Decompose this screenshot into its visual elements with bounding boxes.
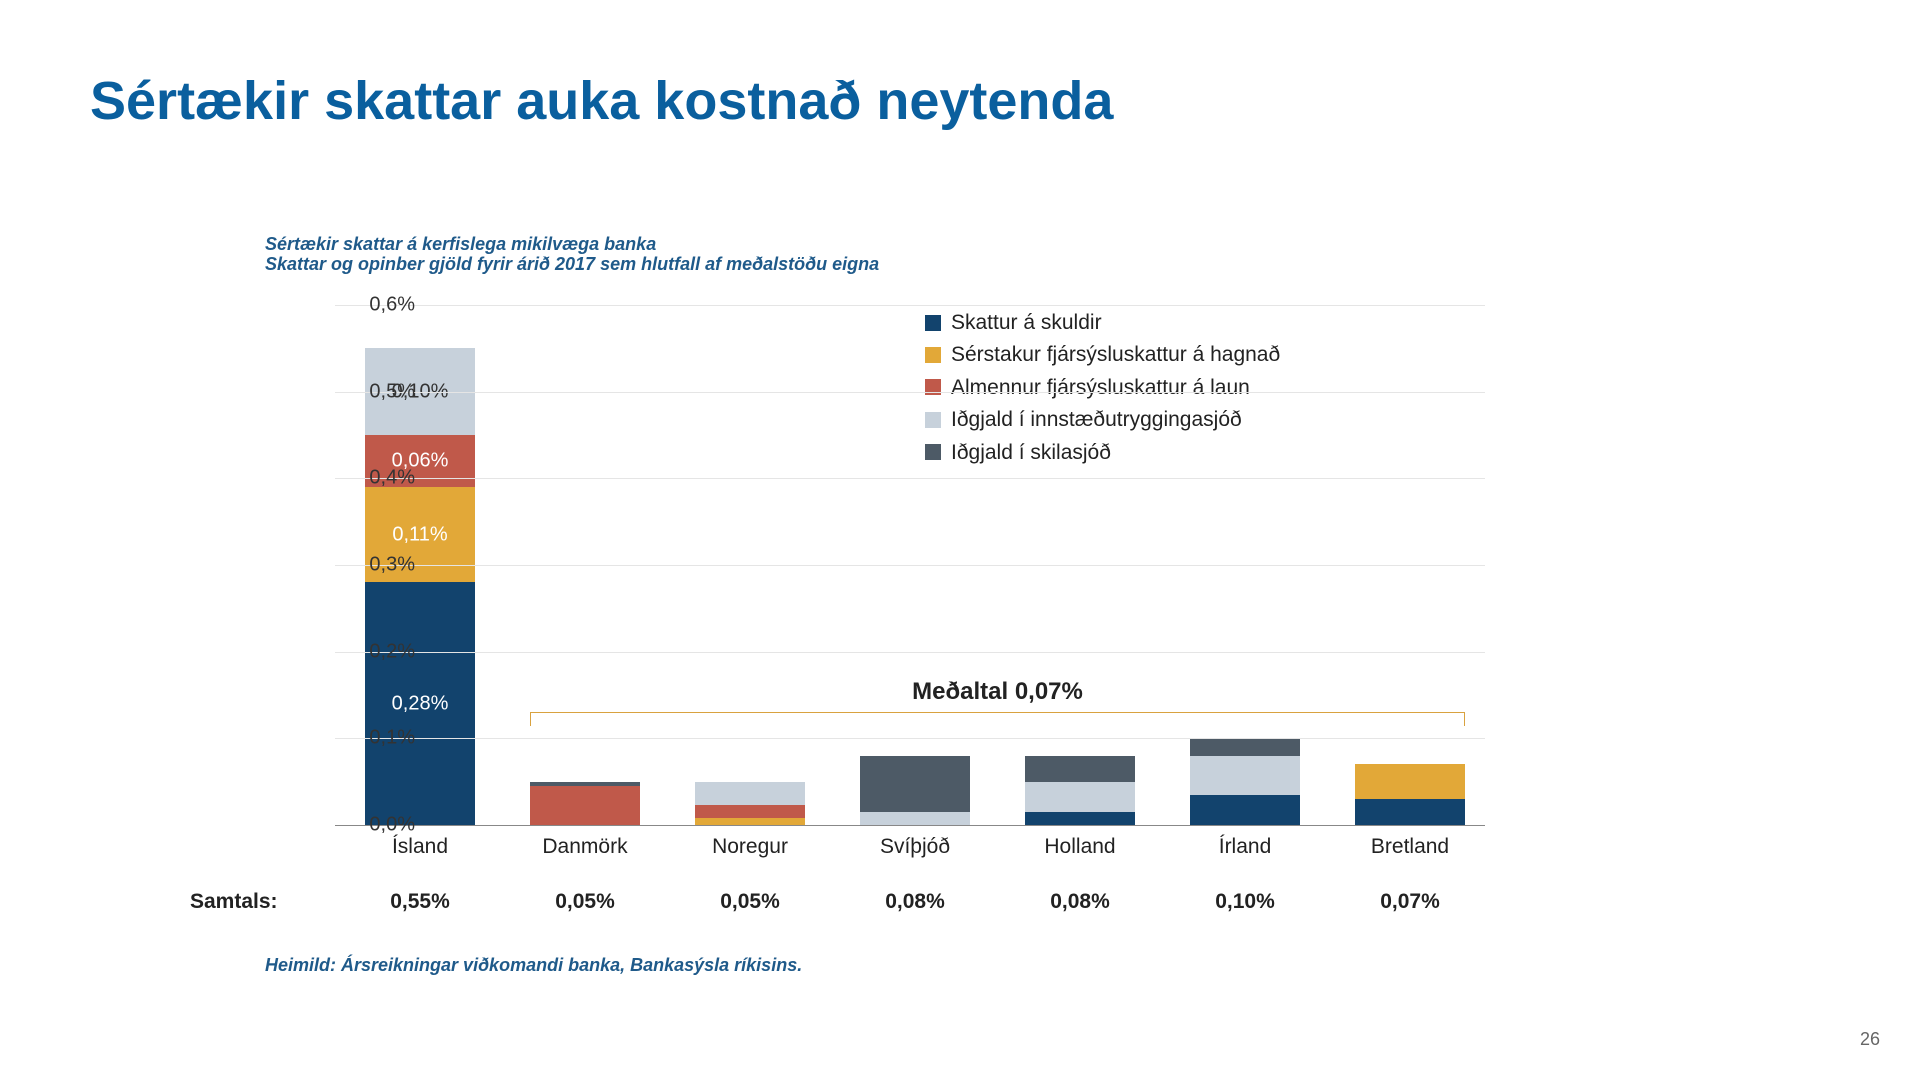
total-value: 0,08% bbox=[835, 890, 995, 914]
bar-segment bbox=[695, 818, 805, 825]
legend-label: Skattur á skuldir bbox=[951, 308, 1102, 337]
x-tick-label: Bretland bbox=[1330, 835, 1490, 859]
bar-segment bbox=[1355, 799, 1465, 825]
legend-item: Sérstakur fjársýsluskattur á hagnað bbox=[925, 340, 1280, 369]
total-value: 0,05% bbox=[670, 890, 830, 914]
mean-label: Meðaltal 0,07% bbox=[912, 678, 1083, 706]
x-tick-label: Svíþjóð bbox=[835, 835, 995, 859]
y-tick-label: 0,6% bbox=[345, 294, 415, 317]
legend-swatch bbox=[925, 315, 941, 331]
gridline bbox=[335, 738, 1485, 739]
total-value: 0,08% bbox=[1000, 890, 1160, 914]
legend-label: Iðgjald í skilasjóð bbox=[951, 438, 1111, 467]
bar-segment bbox=[860, 812, 970, 825]
x-tick-label: Ísland bbox=[340, 835, 500, 859]
legend-item: Iðgjald í skilasjóð bbox=[925, 438, 1280, 467]
y-tick-label: 0,5% bbox=[345, 380, 415, 403]
total-value: 0,07% bbox=[1330, 890, 1490, 914]
y-tick-label: 0,3% bbox=[345, 554, 415, 577]
legend: Skattur á skuldir Sérstakur fjársýsluskat… bbox=[925, 305, 1280, 470]
bar-segment bbox=[1355, 764, 1465, 799]
gridline bbox=[335, 565, 1485, 566]
y-tick-label: 0,0% bbox=[345, 814, 415, 837]
legend-swatch bbox=[925, 347, 941, 363]
gridline bbox=[335, 305, 1485, 306]
bar-segment bbox=[1025, 756, 1135, 782]
bar-segment bbox=[695, 782, 805, 805]
legend-swatch bbox=[925, 379, 941, 395]
source-note: Heimild: Ársreikningar viðkomandi banka,… bbox=[265, 955, 802, 976]
slide-title: Sértækir skattar auka kostnað neytenda bbox=[90, 70, 1113, 132]
x-tick-label: Holland bbox=[1000, 835, 1160, 859]
bar-segment bbox=[1025, 782, 1135, 812]
y-tick-label: 0,2% bbox=[345, 640, 415, 663]
subtitle-line-2: Skattar og opinber gjöld fyrir árið 2017… bbox=[265, 254, 879, 274]
total-value: 0,10% bbox=[1165, 890, 1325, 914]
legend-label: Iðgjald í innstæðutryggingasjóð bbox=[951, 405, 1242, 434]
legend-label: Sérstakur fjársýsluskattur á hagnað bbox=[951, 340, 1280, 369]
bar-segment bbox=[860, 756, 970, 812]
bar-segment bbox=[1190, 795, 1300, 825]
plot-area: 0,28%0,11%0,06%0,10% Skattur á skuldirSé… bbox=[335, 305, 1485, 826]
bar-segment bbox=[530, 786, 640, 825]
bar-segment bbox=[365, 582, 475, 825]
x-tick-label: Noregur bbox=[670, 835, 830, 859]
y-tick-label: 0,4% bbox=[345, 467, 415, 490]
bar-segment bbox=[530, 782, 640, 786]
chart: 0,28%0,11%0,06%0,10% Skattur á skuldirSé… bbox=[265, 290, 1505, 930]
legend-swatch bbox=[925, 444, 941, 460]
gridline bbox=[335, 392, 1485, 393]
legend-item: Almennur fjársýsluskattur á laun bbox=[925, 373, 1280, 402]
legend-item: Iðgjald í innstæðutryggingasjóð bbox=[925, 405, 1280, 434]
bar-segment bbox=[1190, 738, 1300, 755]
mean-bracket bbox=[530, 712, 1465, 726]
bar-segment bbox=[1190, 756, 1300, 795]
gridline bbox=[335, 652, 1485, 653]
legend-label: Almennur fjársýsluskattur á laun bbox=[951, 373, 1250, 402]
gridline bbox=[335, 478, 1485, 479]
chart-subtitle: Sértækir skattar á kerfislega mikilvæga … bbox=[265, 235, 879, 275]
total-value: 0,05% bbox=[505, 890, 665, 914]
y-tick-label: 0,1% bbox=[345, 727, 415, 750]
slide: Sértækir skattar auka kostnað neytenda S… bbox=[0, 0, 1920, 1080]
bar-segment bbox=[1025, 812, 1135, 825]
bar-segment bbox=[695, 805, 805, 818]
total-value: 0,55% bbox=[340, 890, 500, 914]
legend-swatch bbox=[925, 412, 941, 428]
x-tick-label: Danmörk bbox=[505, 835, 665, 859]
page-number: 26 bbox=[1860, 1029, 1880, 1050]
totals-row-label: Samtals: bbox=[190, 890, 278, 914]
legend-item: Skattur á skuldir bbox=[925, 308, 1280, 337]
x-tick-label: Írland bbox=[1165, 835, 1325, 859]
subtitle-line-1: Sértækir skattar á kerfislega mikilvæga … bbox=[265, 234, 656, 254]
